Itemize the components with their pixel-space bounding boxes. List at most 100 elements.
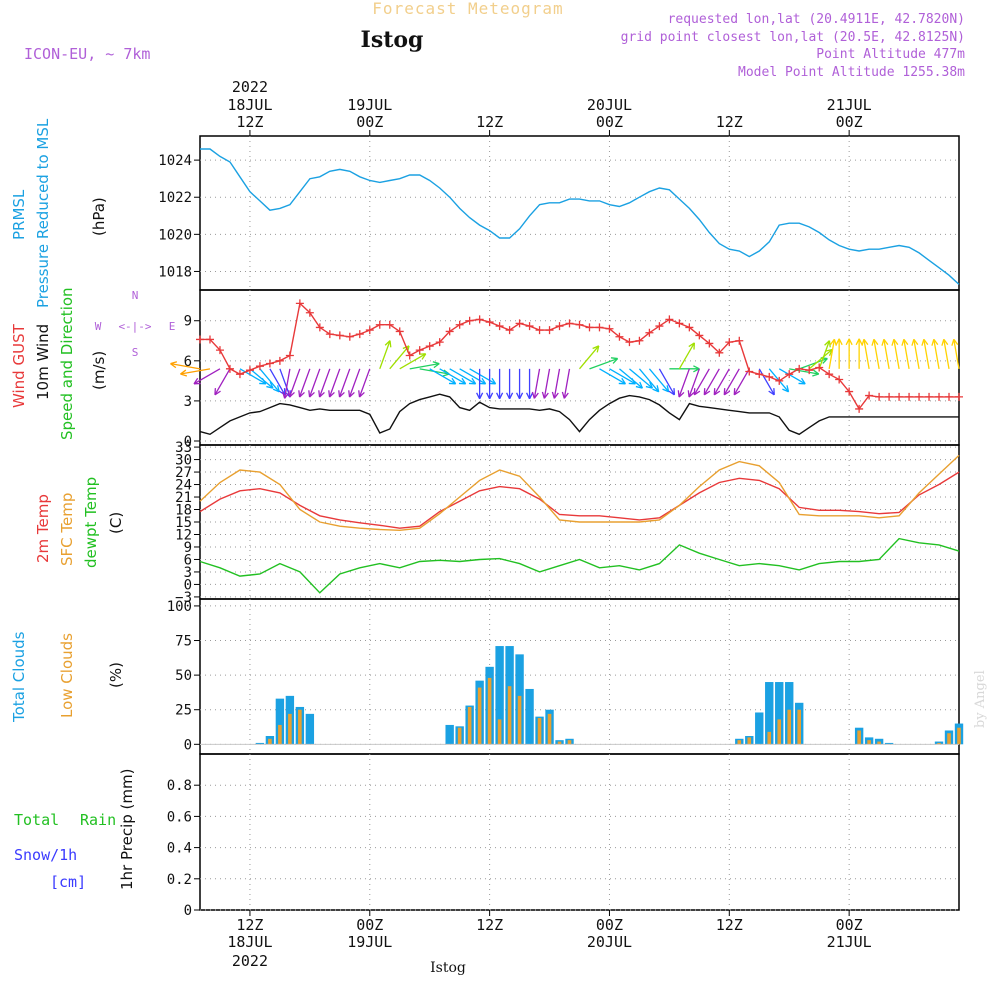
x-axis-bottom-label: 2022 (232, 952, 268, 970)
gust-point (385, 320, 394, 329)
wind-10m-label: 10m Wind (34, 324, 52, 400)
gust-point (465, 316, 474, 325)
wind-arrow (913, 339, 920, 369)
gust-point (285, 351, 294, 360)
total-cloud-bar (255, 742, 265, 745)
wind-arrowhead (318, 390, 325, 398)
low-cloud-bar (497, 719, 502, 745)
wind-arrow (543, 368, 551, 399)
wind-arrow (553, 368, 561, 399)
gust-point (855, 404, 864, 413)
wind-10m-line (199, 393, 959, 436)
wind-arrow (758, 368, 775, 396)
y-tick-label: 6 (184, 354, 192, 370)
total-cloud-bar (765, 682, 774, 745)
gust-point (325, 330, 334, 339)
wind-arrow (599, 368, 626, 385)
low-cloud-bar (797, 709, 802, 745)
pressure-label-name1: PRMSL (10, 189, 28, 240)
data-marks (170, 148, 964, 745)
gust-point (345, 332, 354, 341)
wind-arrowhead (338, 390, 345, 398)
frame-pressure (199, 135, 960, 291)
wind-arrow (678, 342, 695, 370)
wind-arrowhead (531, 391, 539, 399)
gust-point (685, 323, 694, 332)
y-tick-label: 0.8 (167, 778, 192, 794)
wind-arrow (579, 345, 600, 370)
wind-arrowhead (561, 391, 569, 399)
wind-arrowhead (541, 391, 549, 399)
wind-arrowhead (272, 385, 280, 393)
x-axis-top-label: 18JUL (227, 96, 272, 114)
wind-arrow (863, 339, 870, 369)
temp-dew-line (199, 537, 960, 594)
precip-axis-label: 1hr Precip (mm) (118, 769, 136, 890)
gust-point (615, 332, 624, 341)
wind-arrow (903, 339, 910, 369)
wind-arrowhead (703, 388, 711, 396)
wind-arrowhead (486, 392, 494, 400)
precip-snow-label: Snow/1h (14, 846, 77, 864)
gust-point (275, 356, 284, 365)
gust-point (375, 320, 384, 329)
y-tick-label: 3 (184, 394, 192, 410)
low-cloud-bar (517, 695, 522, 745)
low-cloud-bar (747, 737, 752, 745)
gust-point (405, 351, 414, 360)
y-tick-label: 27 (175, 465, 192, 481)
total-cloud-bar (305, 713, 315, 745)
wind-arrow (828, 339, 836, 369)
temp-dew-label: dewpt Temp (82, 477, 100, 568)
wind-arrowhead (662, 385, 670, 393)
compass-e: E (169, 320, 176, 333)
gust-point (355, 330, 364, 339)
y-tick-label: 9 (184, 314, 192, 330)
x-axis-bottom-label: 12Z (476, 916, 503, 934)
gust-point (765, 372, 774, 381)
gust-point (435, 338, 444, 347)
wind-arrowhead (328, 390, 335, 398)
temp-sfc-line (199, 454, 960, 532)
gust-point (255, 362, 264, 371)
y-tick-label: 75 (175, 634, 192, 650)
wind-arrowhead (871, 338, 879, 346)
model-altitude: Model Point Altitude 1255.38m (738, 65, 965, 80)
gust-point (955, 392, 963, 401)
wind-arrowhead (881, 338, 889, 346)
x-axis-bottom-label: 00Z (356, 916, 383, 934)
y-tick-label: 100 (167, 599, 192, 615)
wind-arrow (733, 368, 750, 396)
wind-arrow (933, 339, 940, 369)
wind-arrow (923, 339, 930, 369)
wind-arrowhead (476, 392, 484, 400)
meteogram-title: Forecast Meteogram (372, 0, 563, 18)
point-altitude: Point Altitude 477m (816, 47, 965, 62)
compass-s: S (132, 346, 139, 359)
wind-arrowhead (551, 391, 559, 399)
x-axis-top-label: 19JUL (347, 96, 392, 114)
wind-arrowhead (506, 392, 514, 400)
temp-sfc-label: SFC Temp (58, 493, 76, 566)
wind-arrow (589, 357, 618, 370)
precip-rain-label-2: Rain (80, 811, 116, 829)
y-tick-label: 6 (184, 552, 192, 568)
low-cloud-bar (477, 687, 482, 745)
gust-point (225, 364, 234, 373)
y-tick-label: 0 (184, 434, 192, 450)
wind-arrow (629, 368, 653, 389)
y-tick-label: 0 (184, 903, 192, 919)
low-cloud-bar (777, 719, 782, 745)
wind-arrow (818, 340, 831, 370)
precip-rain-label-1: Total (14, 811, 59, 829)
wind-arrowhead (941, 338, 949, 346)
wind-arrow (379, 340, 391, 370)
wind-arrow (873, 339, 880, 369)
y-tick-label: 50 (175, 668, 192, 684)
wind-arrowhead (496, 392, 504, 400)
clouds-low-label: Low Clouds (58, 633, 76, 718)
wind-arrowhead (668, 388, 676, 396)
wind-arrow (658, 368, 675, 396)
wind-arrow (648, 368, 670, 393)
low-cloud-bar (268, 738, 272, 745)
